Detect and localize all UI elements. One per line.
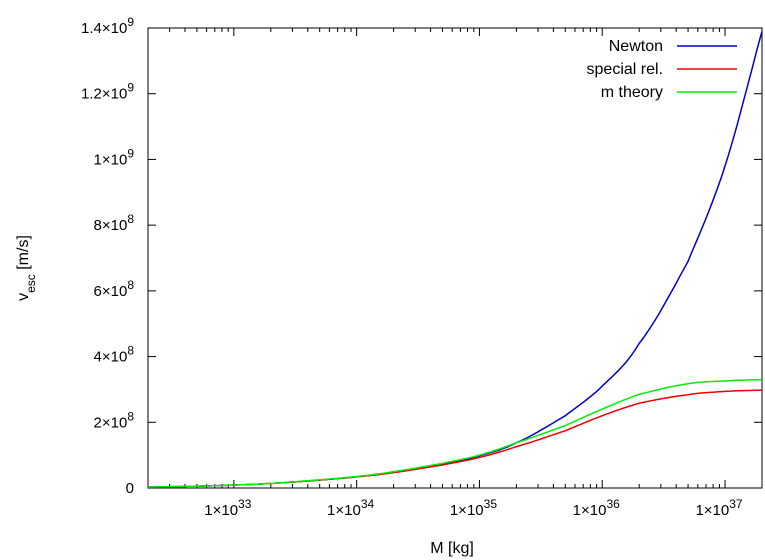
y-axis-label-sub: esc <box>24 274 38 293</box>
x-tick-label: 1×1037 <box>695 497 742 519</box>
x-axis-label: M [kg] <box>430 540 474 557</box>
x-tick-label: 1×1033 <box>204 497 251 519</box>
x-tick-label: 1×1036 <box>573 497 620 519</box>
x-tick-label: 1×1035 <box>450 497 497 519</box>
series-line-newton <box>148 31 762 488</box>
y-axis-label-rest: [m/s] <box>15 235 32 274</box>
legend-label: m theory <box>601 84 663 101</box>
y-tick-label: 6×108 <box>94 278 135 300</box>
legend: Newton special rel. m theory <box>587 38 737 101</box>
y-tick-label: 4×108 <box>94 344 135 366</box>
plot-frame <box>147 27 763 489</box>
y-tick-label: 0 <box>126 480 134 497</box>
y-tick-label: 2×108 <box>94 409 135 431</box>
y-axis-label: vesc [m/s] <box>15 235 38 301</box>
series-lines <box>148 31 762 488</box>
y-tick-label: 1.2×109 <box>81 81 134 103</box>
series-line-special-rel <box>148 389 762 488</box>
plot-border <box>147 27 763 489</box>
y-tick-label: 8×108 <box>94 212 135 234</box>
series-line-m-theory <box>148 378 762 488</box>
axis-ticks: 0 2×108 4×108 6×108 8×108 1×109 1.2×109 1.4×109… <box>81 15 763 519</box>
y-tick-label: 1.4×109 <box>81 15 134 37</box>
y-tick-label: 1×109 <box>94 146 135 168</box>
x-tick-label: 1×1034 <box>327 497 374 519</box>
legend-label: special rel. <box>587 61 663 78</box>
legend-label: Newton <box>609 38 663 55</box>
y-axis-label-main: v <box>15 293 32 301</box>
